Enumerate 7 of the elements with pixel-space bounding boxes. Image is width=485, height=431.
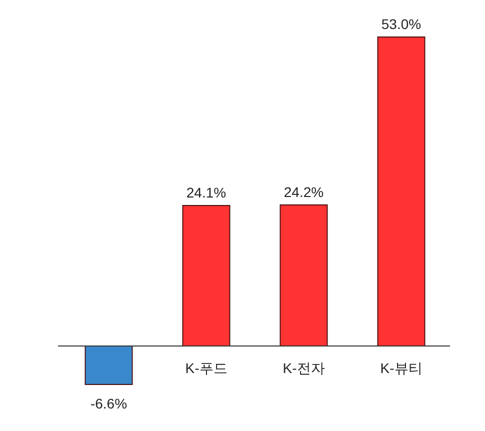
x-tick-label: K-전자 — [282, 360, 325, 376]
data-label: -6.6% — [90, 395, 128, 412]
x-tick-label: K-푸드 — [185, 360, 228, 376]
x-tick-label: K-뷰티 — [380, 360, 422, 376]
data-label: 24.1% — [186, 184, 226, 200]
data-label: 53.0% — [381, 16, 422, 32]
data-label: 24.2% — [284, 184, 324, 200]
